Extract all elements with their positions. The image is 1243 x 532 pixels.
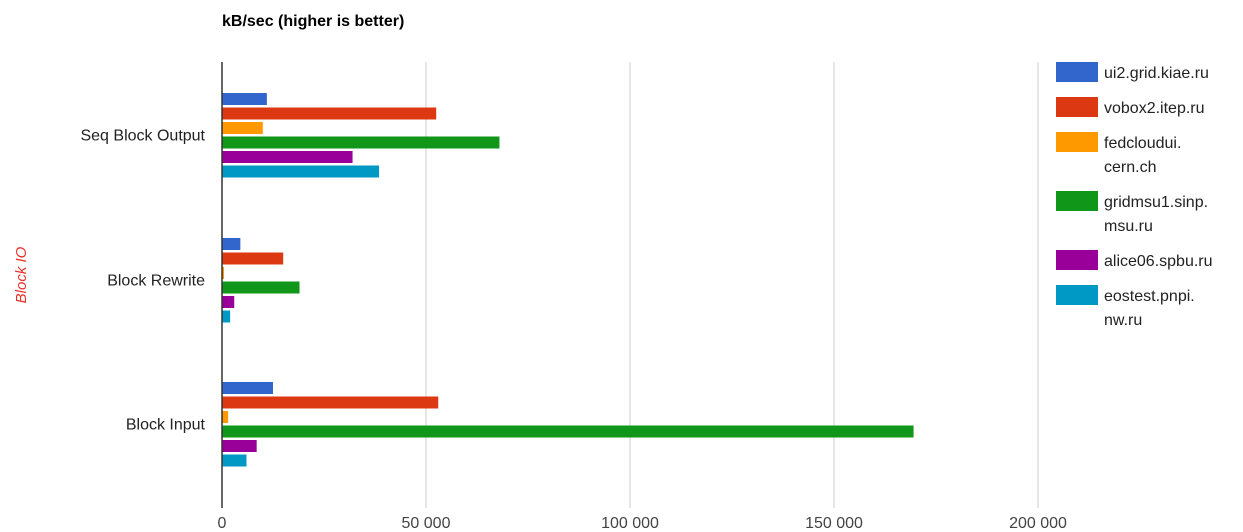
bar-0-5[interactable] [222, 165, 380, 178]
bar-1-4[interactable] [222, 296, 235, 308]
bar-2-4[interactable] [222, 440, 257, 452]
bar-1-1[interactable] [222, 252, 284, 265]
x-tick-label: 0 [218, 515, 227, 532]
x-tick-label: 50 000 [402, 515, 451, 532]
legend-label: cern.ch [1104, 159, 1156, 176]
legend-label: alice06.spbu.ru [1104, 253, 1213, 270]
bar-2-3[interactable] [222, 425, 914, 438]
legend-swatch [1056, 250, 1098, 270]
bar-1-3[interactable] [222, 281, 300, 294]
x-tick-labels: 0 50 000 100 000 150 000 200 000 [218, 515, 1067, 532]
gridlines [425, 62, 1039, 508]
x-tick-label: 150 000 [805, 515, 863, 532]
chart-title: kB/sec (higher is better) [222, 13, 404, 30]
legend-swatch [1056, 62, 1098, 82]
bar-2-1[interactable] [222, 396, 439, 409]
legend-swatch [1056, 191, 1098, 211]
bar-1-0[interactable] [222, 238, 241, 250]
legend-label: vobox2.itep.ru [1104, 100, 1205, 117]
legend-label: fedcloudui. [1104, 135, 1181, 152]
x-tick-label: 200 000 [1009, 515, 1067, 532]
bar-0-1[interactable] [222, 107, 437, 120]
legend-label: msu.ru [1104, 218, 1153, 235]
legend-label: eostest.pnpi. [1104, 288, 1195, 305]
legend[interactable]: ui2.grid.kiae.ru vobox2.itep.ru fedcloudui… [1056, 62, 1213, 329]
bar-1-2[interactable] [222, 267, 225, 279]
legend-label: ui2.grid.kiae.ru [1104, 65, 1209, 82]
bars [222, 93, 914, 467]
legend-swatch [1056, 285, 1098, 305]
bar-2-2[interactable] [222, 411, 229, 423]
category-label: Seq Block Output [80, 128, 205, 145]
bar-0-2[interactable] [222, 122, 263, 134]
bar-2-5[interactable] [222, 454, 247, 467]
x-tick-label: 100 000 [601, 515, 659, 532]
legend-label: gridmsu1.sinp. [1104, 194, 1208, 211]
y-axis-label: Block IO [13, 246, 30, 303]
legend-swatch [1056, 97, 1098, 117]
category-labels: Seq Block Output Block Rewrite Block Input [80, 128, 205, 434]
bar-1-5[interactable] [222, 310, 231, 323]
bar-0-0[interactable] [222, 93, 267, 105]
legend-swatch [1056, 132, 1098, 152]
category-label: Block Rewrite [107, 273, 205, 290]
bar-2-0[interactable] [222, 382, 273, 394]
bar-0-3[interactable] [222, 136, 500, 149]
category-label: Block Input [126, 417, 206, 434]
bar-0-4[interactable] [222, 151, 353, 163]
legend-label: nw.ru [1104, 312, 1142, 329]
